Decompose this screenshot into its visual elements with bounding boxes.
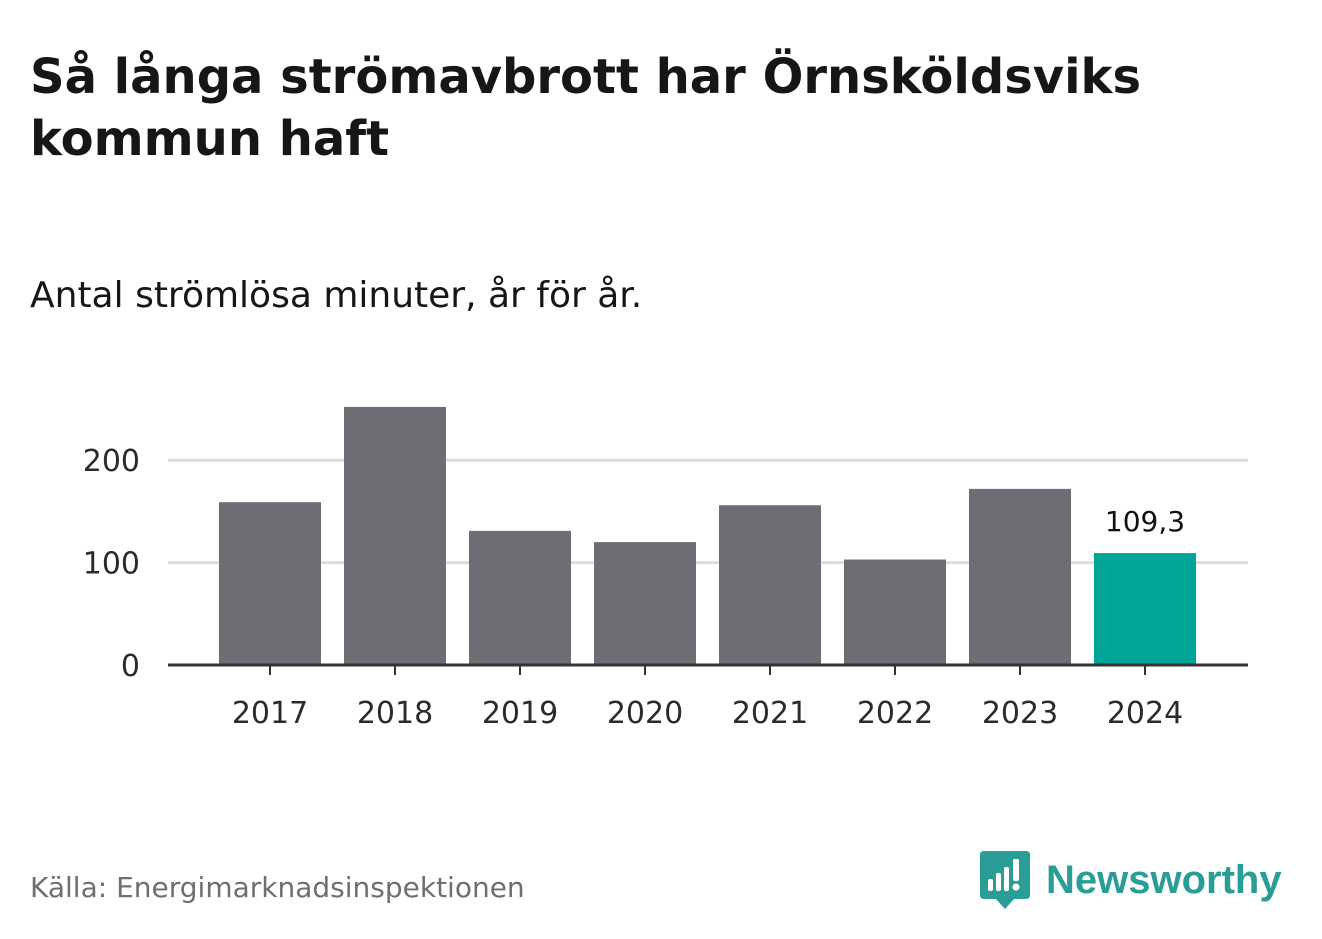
bar-2020: [594, 542, 696, 665]
y-tick-label: 100: [83, 547, 140, 582]
brand-name: Newsworthy: [1046, 858, 1282, 902]
x-tick-label: 2017: [232, 696, 308, 731]
chart-title: Så långa strömavbrott har Örnsköldsviks …: [30, 49, 1142, 167]
gridlines: [168, 458, 1248, 565]
bar-2024: [1094, 553, 1196, 665]
newsworthy-logo-icon: [980, 851, 1030, 909]
y-tick-label: 200: [83, 444, 140, 479]
x-tick-label: 2022: [857, 696, 933, 731]
x-tick-label: 2020: [607, 696, 683, 731]
chart-subtitle: Antal strömlösa minuter, år för år.: [30, 275, 643, 316]
source-note: Källa: Energimarknadsinspektionen: [30, 871, 525, 904]
y-axis-ticks: 0 100 200: [83, 444, 140, 684]
bar-chart: 0 100 200 2017 2018 2019 2020 2021 2022 2023 2024…: [83, 406, 1248, 731]
x-tick-label: 2024: [1107, 696, 1183, 731]
data-label-2024: 109,3: [1105, 505, 1185, 538]
bar-2017: [219, 502, 321, 665]
bar-2022: [844, 559, 946, 665]
data-labels: 109,3: [1105, 505, 1185, 538]
bars: [219, 406, 1196, 665]
bar-2018: [344, 406, 446, 665]
bar-2021: [719, 505, 821, 665]
y-tick-label: 0: [121, 649, 140, 684]
x-tick-label: 2018: [357, 696, 433, 731]
brand-logo: Newsworthy: [980, 850, 1282, 910]
x-tick-label: 2019: [482, 696, 558, 731]
x-axis-ticks: 2017 2018 2019 2020 2021 2022 2023 2024: [232, 665, 1183, 731]
bar-2023: [969, 488, 1071, 665]
x-tick-label: 2023: [982, 696, 1058, 731]
bar-2019: [469, 530, 571, 665]
x-tick-label: 2021: [732, 696, 808, 731]
